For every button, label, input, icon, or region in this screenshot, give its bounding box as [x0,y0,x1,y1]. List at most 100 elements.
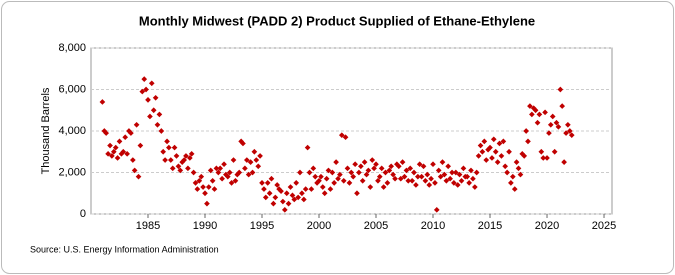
point [527,103,533,109]
point [547,121,554,128]
point [342,134,349,141]
x-tick-label: 2000 [307,220,331,232]
point [135,173,142,180]
point [390,171,396,178]
point [521,153,528,159]
point [498,153,505,159]
point [439,159,446,165]
y-axis-label: Thousand Barrels [40,87,52,174]
point [316,177,322,184]
point [365,167,372,174]
point [515,165,522,172]
point [340,177,347,184]
point [468,167,474,174]
point [251,148,258,155]
point [171,144,178,151]
point [403,167,410,174]
point [532,107,539,114]
point [112,144,119,151]
point [304,144,311,151]
point [395,163,402,170]
point [274,182,280,188]
point [245,171,252,178]
point [373,161,379,168]
point [329,169,336,176]
point [555,124,562,130]
point [494,159,501,165]
point [536,111,543,118]
point [116,138,123,145]
point [435,167,442,174]
point [196,177,203,184]
x-tick-label: 2015 [478,220,502,232]
point [568,132,575,138]
point [293,180,300,186]
point [443,177,450,184]
point [242,165,248,172]
point [148,80,155,87]
point [517,171,524,178]
point [464,173,471,180]
point [511,186,518,192]
point [449,169,455,176]
point [205,184,212,190]
point [105,150,111,157]
point [375,177,381,184]
point [407,165,414,172]
point [361,159,368,165]
point [437,173,444,180]
point [382,169,389,176]
point [169,165,176,172]
point [338,132,345,138]
point [109,153,115,159]
point [247,159,254,165]
y-tick-label: 8,000 [58,42,86,54]
point [310,165,317,172]
point [348,169,355,176]
point [280,198,286,205]
point [409,177,415,184]
point [551,148,558,155]
point [401,173,408,180]
point [428,175,434,182]
x-tick-label: 2025 [592,220,616,232]
point [460,165,467,172]
point [418,173,425,180]
point [359,177,366,184]
point [283,190,290,197]
point [483,157,490,163]
point [466,180,472,186]
point [447,175,453,182]
point [546,130,552,136]
point [458,177,465,184]
point [399,159,406,165]
point [405,177,412,184]
point [185,165,191,172]
point [422,177,429,184]
point [424,171,431,178]
point [244,157,250,163]
point [281,207,288,213]
point [257,153,263,159]
point [131,167,138,174]
point [302,186,309,192]
point [354,190,360,197]
point [371,165,377,172]
point [490,136,497,143]
point [352,161,358,168]
point [323,175,330,182]
point [268,175,275,182]
point [513,159,520,165]
point [166,144,172,151]
point [120,148,127,155]
point [416,161,423,168]
point [183,153,189,159]
point [167,157,174,163]
point [230,157,237,163]
point [285,200,292,207]
point [207,167,214,174]
point [544,155,550,161]
point [175,163,182,170]
point [502,163,509,170]
